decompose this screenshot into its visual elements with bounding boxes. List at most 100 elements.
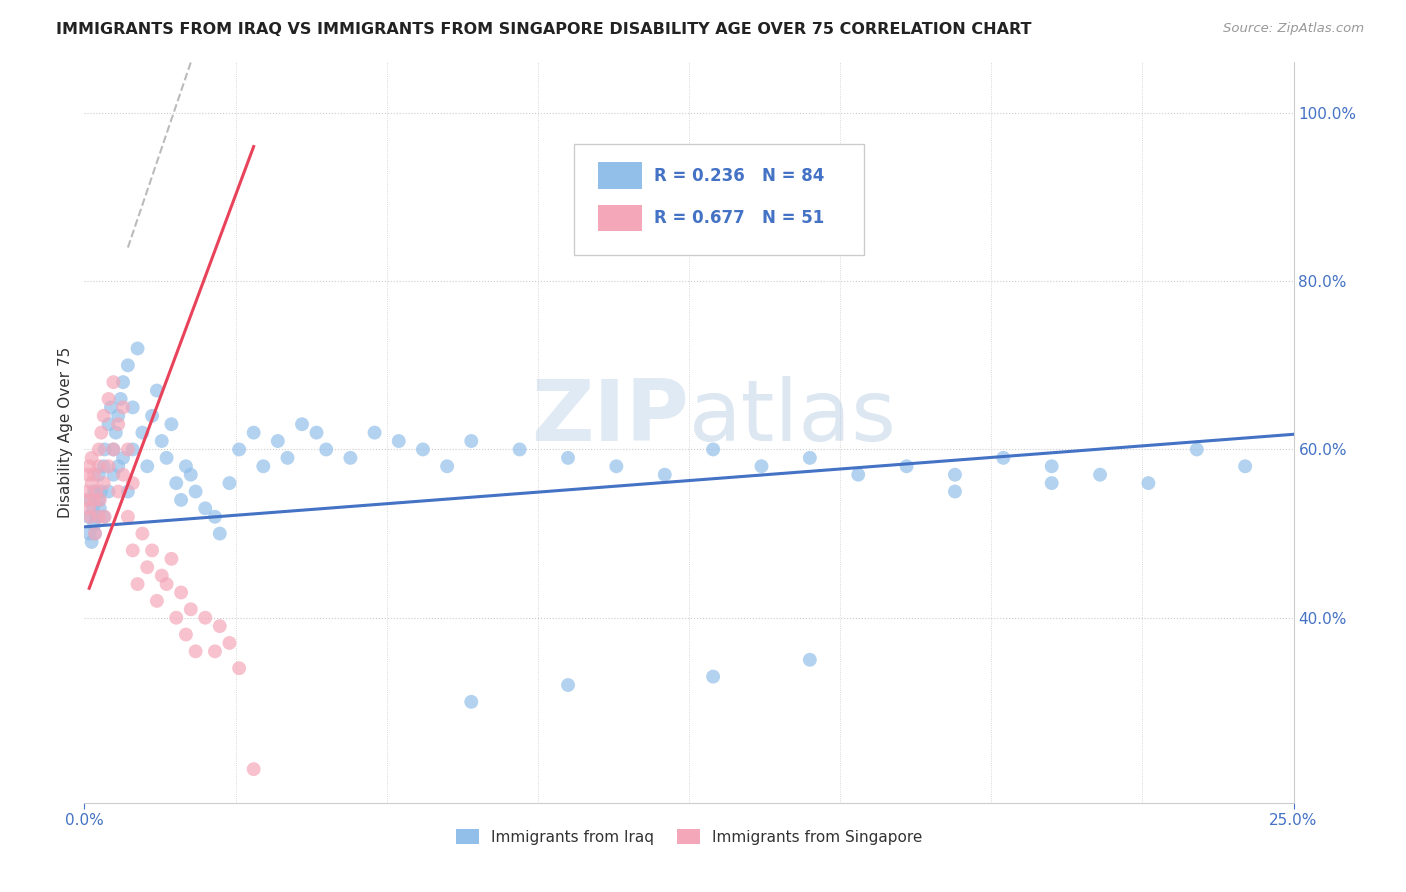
Point (131, 526, 153, 541)
Point (388, 434, 411, 448)
Point (218, 636, 240, 650)
Point (82, 501, 104, 516)
Point (121, 543, 143, 558)
Point (136, 459, 159, 474)
Point (305, 425, 328, 440)
Point (84, 526, 107, 541)
Point (83, 492, 105, 507)
Point (103, 442, 125, 457)
Point (252, 459, 274, 474)
Point (107, 459, 129, 474)
Point (112, 467, 135, 482)
Point (146, 384, 169, 398)
Point (107, 484, 129, 499)
Point (184, 484, 207, 499)
Point (112, 401, 135, 415)
Point (150, 434, 173, 448)
Point (155, 450, 177, 465)
Point (77, 459, 100, 474)
Point (363, 425, 385, 440)
FancyBboxPatch shape (599, 204, 641, 231)
Point (97, 459, 120, 474)
Point (83, 518, 105, 533)
Point (80, 450, 103, 465)
Point (97, 484, 120, 499)
Point (993, 450, 1015, 465)
Point (87, 442, 110, 457)
Point (77, 467, 100, 482)
Point (141, 409, 163, 423)
Point (103, 442, 125, 457)
Point (97, 392, 120, 406)
Text: IMMIGRANTS FROM IRAQ VS IMMIGRANTS FROM SINGAPORE DISABILITY AGE OVER 75 CORRELA: IMMIGRANTS FROM IRAQ VS IMMIGRANTS FROM … (56, 22, 1032, 37)
Point (751, 459, 773, 474)
Point (208, 619, 231, 633)
Point (943, 467, 966, 482)
Point (165, 610, 187, 624)
Point (160, 551, 183, 566)
Text: ZIP: ZIP (531, 376, 689, 459)
Point (276, 450, 298, 465)
Point (80, 476, 103, 491)
Point (218, 476, 240, 491)
Point (127, 577, 149, 591)
FancyBboxPatch shape (574, 144, 865, 255)
Point (127, 342, 149, 356)
Point (75, 492, 97, 507)
Point (86, 484, 108, 499)
Text: Source: ZipAtlas.com: Source: ZipAtlas.com (1223, 22, 1364, 36)
Point (77, 509, 100, 524)
Point (90, 484, 112, 499)
Point (160, 417, 183, 432)
Point (100, 401, 122, 415)
Point (84, 526, 107, 541)
Point (121, 442, 143, 457)
Point (93, 409, 115, 423)
Point (117, 442, 139, 457)
Point (93, 459, 115, 474)
Point (1137, 476, 1160, 491)
Point (93, 509, 115, 524)
Point (79, 509, 101, 524)
Point (93, 476, 115, 491)
Point (107, 417, 129, 432)
Point (104, 425, 127, 440)
Point (141, 543, 163, 558)
Point (103, 467, 125, 482)
Point (174, 627, 197, 641)
Point (90, 425, 112, 440)
Point (117, 509, 139, 524)
Point (509, 442, 531, 457)
Point (605, 459, 627, 474)
Point (87, 509, 110, 524)
Legend: Immigrants from Iraq, Immigrants from Singapore: Immigrants from Iraq, Immigrants from Si… (450, 822, 928, 851)
Point (1234, 459, 1257, 474)
Point (170, 492, 193, 507)
Point (87, 467, 110, 482)
Point (242, 762, 264, 776)
Point (110, 392, 132, 406)
Point (87, 459, 110, 474)
Point (112, 375, 135, 389)
Point (943, 484, 966, 499)
Point (103, 375, 125, 389)
Point (291, 417, 314, 432)
Point (339, 450, 361, 465)
Y-axis label: Disability Age Over 75: Disability Age Over 75 (58, 347, 73, 518)
Point (89, 492, 111, 507)
Point (112, 450, 135, 465)
Point (83, 484, 105, 499)
Point (702, 442, 724, 457)
Point (155, 577, 177, 591)
Point (89, 501, 111, 516)
Point (436, 459, 458, 474)
Point (87, 492, 110, 507)
Point (194, 610, 217, 624)
Point (121, 401, 143, 415)
Point (315, 442, 337, 457)
Point (799, 653, 821, 667)
Point (79, 492, 101, 507)
Point (204, 509, 226, 524)
Point (150, 568, 173, 582)
Point (107, 409, 129, 423)
